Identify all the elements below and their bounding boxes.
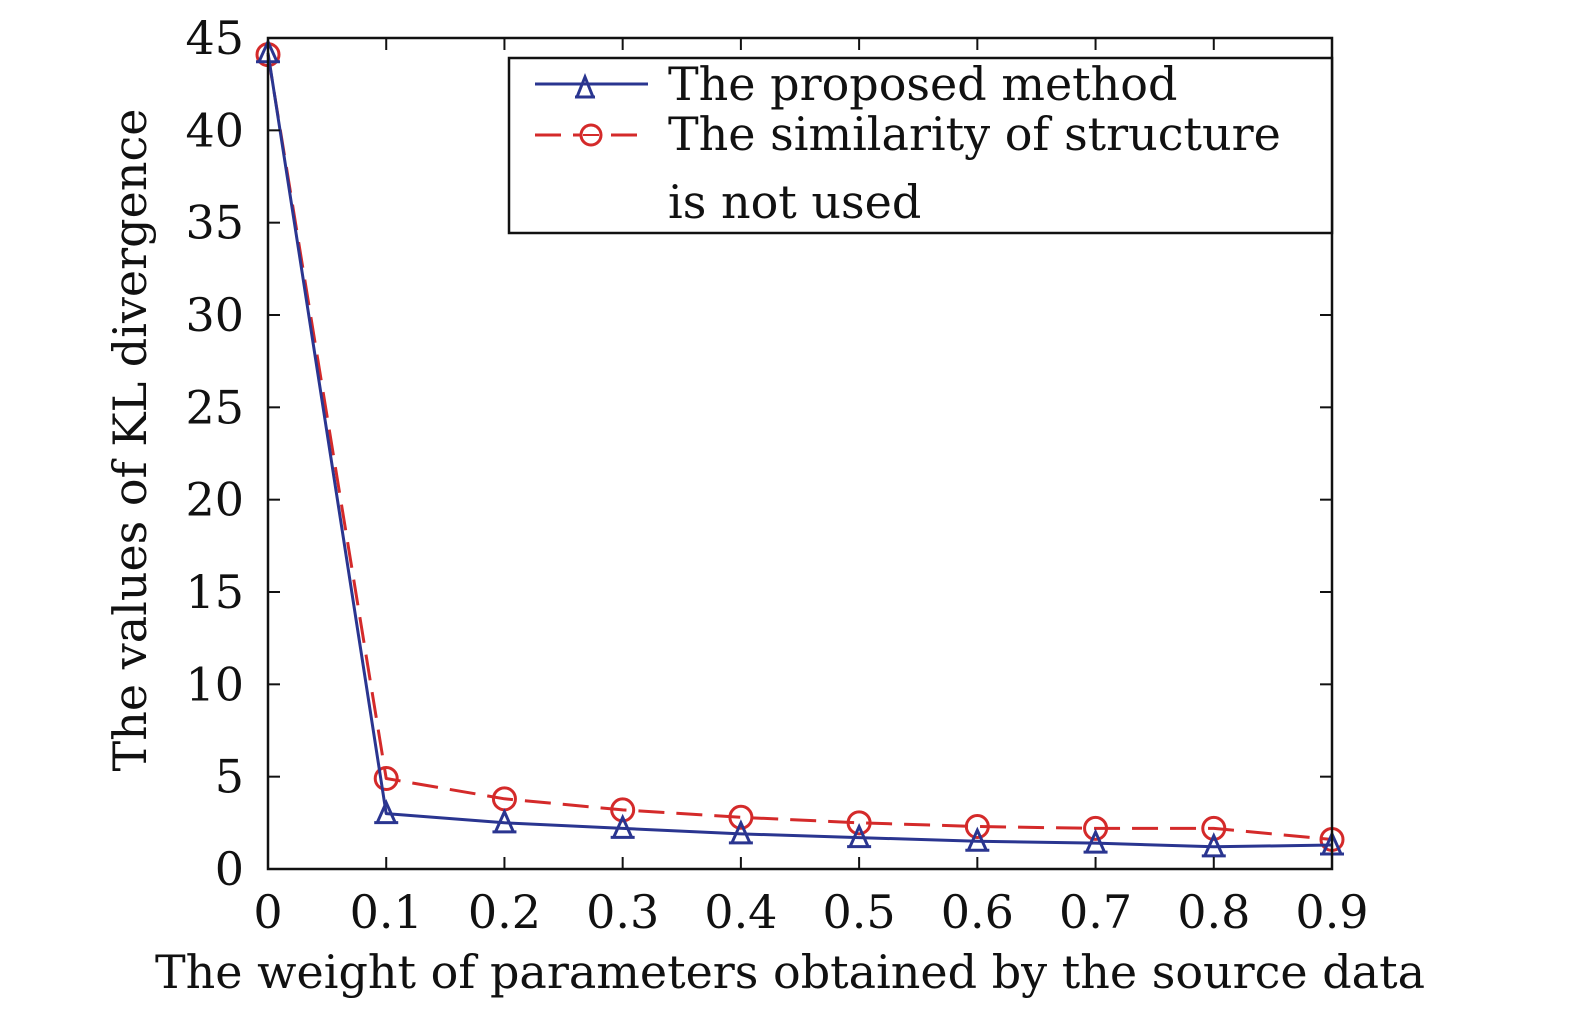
y-tick-label: 20 [185,473,244,527]
data-point-triangle [374,798,399,825]
y-tick-label: 25 [185,380,244,434]
y-tick-label: 35 [185,196,244,250]
y-tick-label: 40 [185,103,244,157]
plot-frame [266,36,1334,871]
y-tick-label: 0 [215,842,244,896]
y-tick-label: 10 [185,657,244,711]
x-tick-label: 0.6 [941,885,1014,939]
legend-label-proposed: The proposed method [668,57,1177,111]
series-0 [256,38,1344,858]
y-tick-label: 15 [185,565,244,619]
series-line-proposed [266,52,1333,849]
data-point-triangle [1201,832,1226,858]
y-tick-label: 30 [185,288,244,342]
x-tick-label: 0.9 [1295,885,1368,939]
x-tick-label: 0.4 [704,885,777,939]
legend-label-no-structure-line2: is not used [668,175,921,229]
x-tick-label: 0.8 [1177,885,1250,939]
tick-layer: 0 0.1 0.2 0.3 0.4 0.5 0.6 0.7 0.8 0.9 0 5 10 15 20 25 30… [185,11,1368,939]
x-tick-label: 0.1 [350,885,423,939]
data-point-triangle [1083,828,1108,854]
x-tick-label: 0.2 [468,885,541,939]
y-axis-label: The values of KL divergence [103,109,157,772]
x-tick-label: 0.3 [586,885,659,939]
legend-marker-triangle [574,72,596,99]
x-tick-label: 0 [253,885,282,939]
data-point-circle [846,810,872,836]
x-tick-label: 0.7 [1059,885,1132,939]
data-point-circle [1083,815,1109,841]
axes-layer [266,36,1334,871]
x-tick-label: 0.5 [823,885,896,939]
legend: The proposed method The similarity of st… [507,56,1334,235]
data-point-circle [728,804,754,830]
data-point-circle [964,814,990,840]
data-point-triangle [492,808,517,834]
data-point-circle [373,766,399,792]
data-point-triangle [610,813,635,839]
y-tick-label: 5 [215,750,244,804]
series-line-no-structure [266,54,1333,841]
data-point-triangle [965,826,990,852]
y-tick-label: 45 [185,11,244,65]
legend-box [507,56,1334,235]
data-point-triangle [847,822,872,849]
legend-label-no-structure-line1: The similarity of structure [668,107,1281,161]
x-axis-label: The weight of parameters obtained by the… [155,945,1425,999]
data-point-triangle [728,819,753,845]
